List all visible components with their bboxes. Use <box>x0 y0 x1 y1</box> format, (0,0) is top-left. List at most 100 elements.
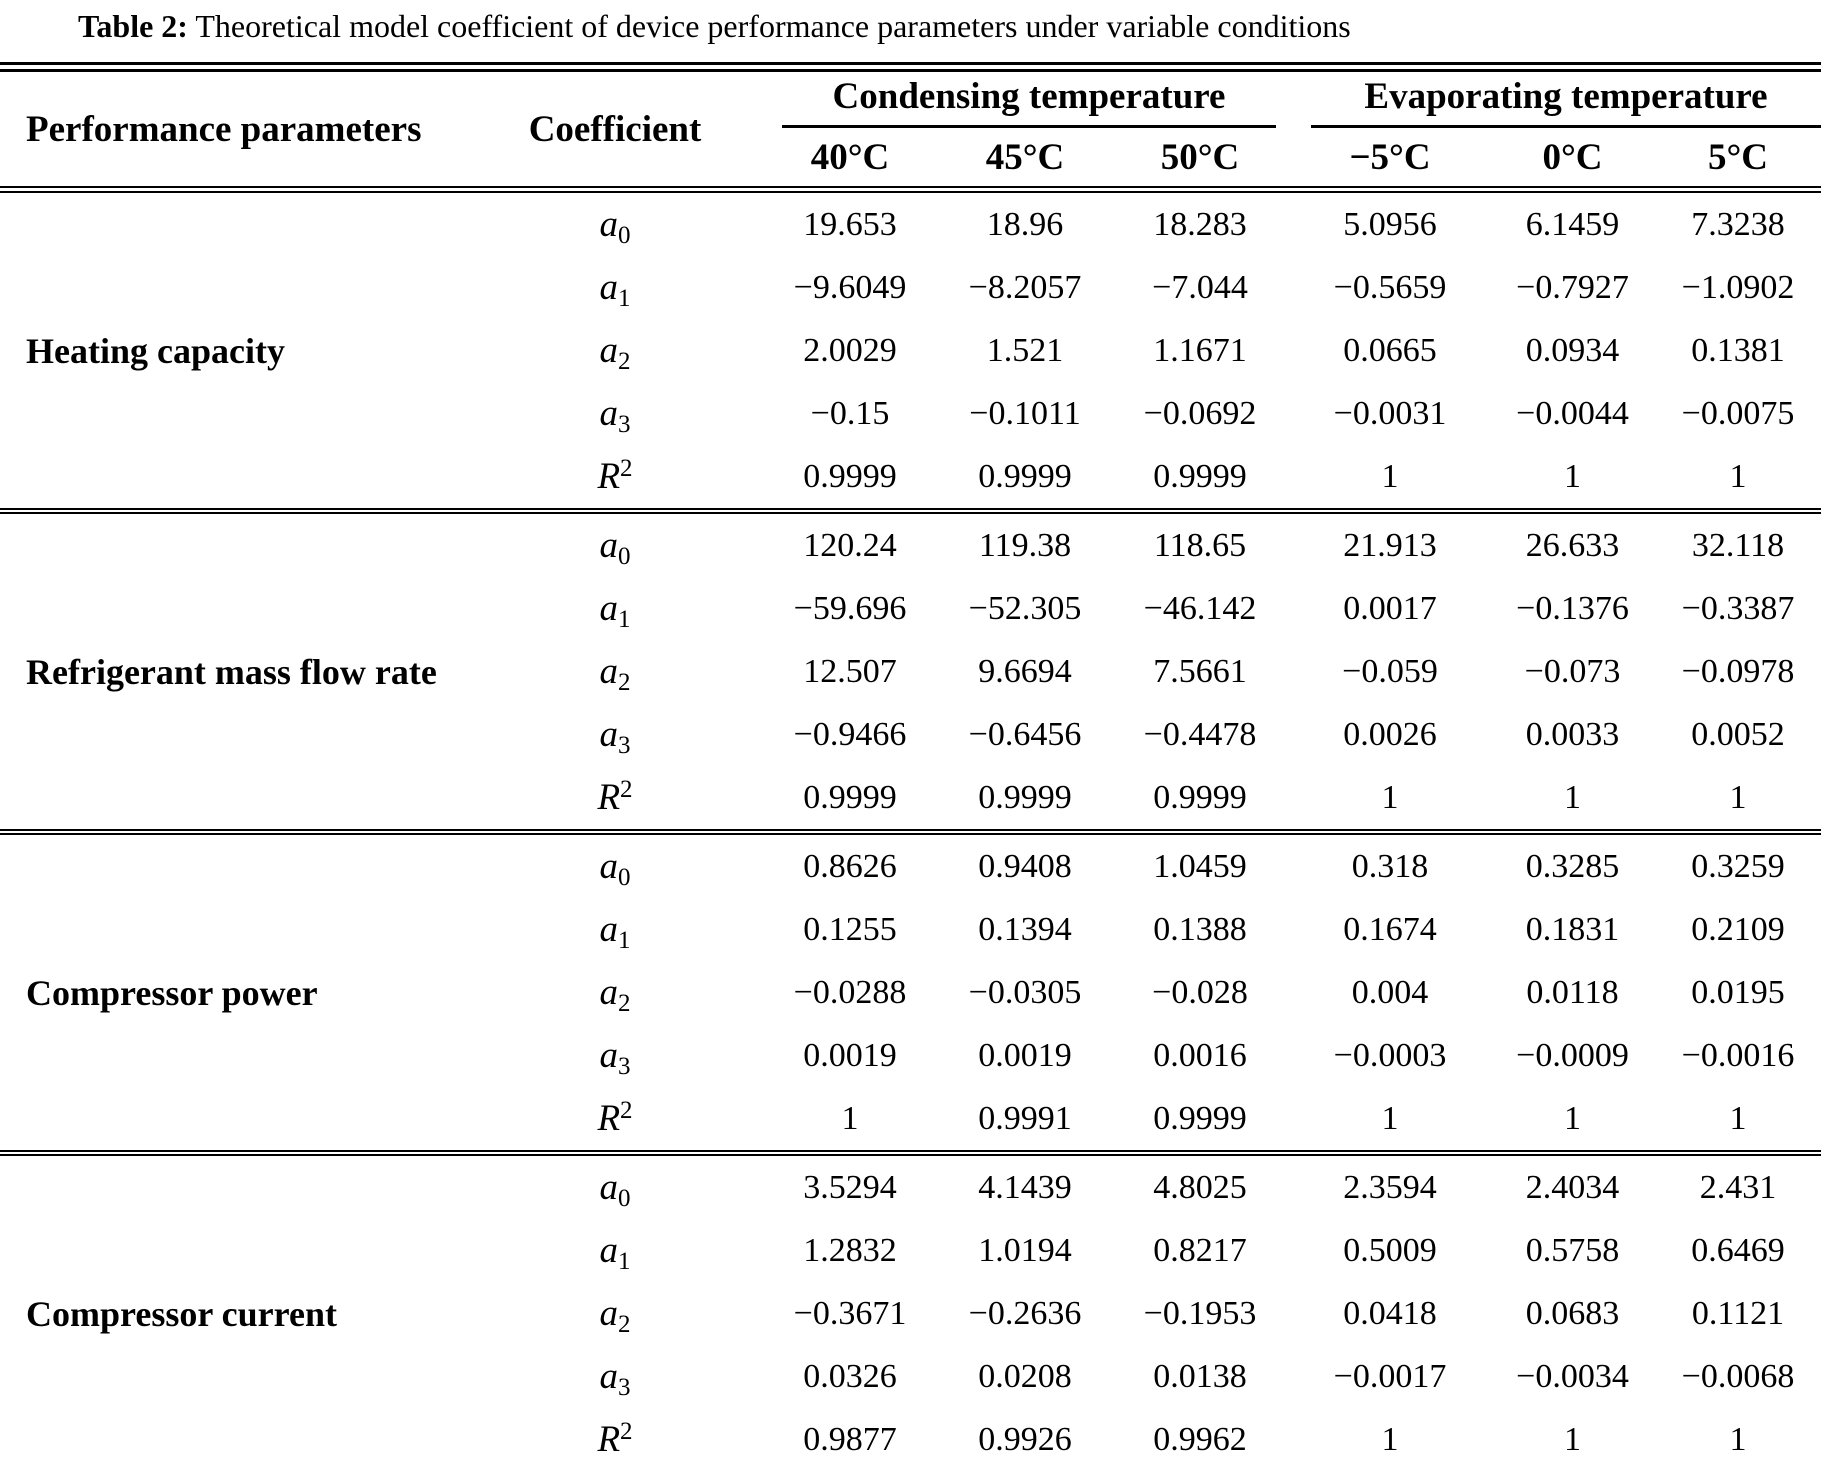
coefficient-cell: a2 <box>599 1293 631 1338</box>
value-cell: −0.0016 <box>1681 1036 1795 1074</box>
coefficient-cell: a0 <box>599 204 631 249</box>
value-cell: 18.283 <box>1153 205 1247 243</box>
coefficient-cell: a0 <box>599 846 631 891</box>
value-cell: 0.0016 <box>1153 1036 1247 1074</box>
col-group-condensing-temperature: Condensing temperature <box>760 67 1290 128</box>
value-cell: −8.2057 <box>968 268 1082 306</box>
parameter-name-cell: Compressor current <box>26 1293 337 1334</box>
col-group-evaporating-temperature: Evaporating temperature <box>1290 67 1821 128</box>
value-cell: 0.9999 <box>978 457 1072 495</box>
value-cell: 0.1121 <box>1691 1294 1785 1332</box>
value-cell: 1 <box>1564 778 1581 816</box>
value-cell: 0.0017 <box>1343 589 1437 627</box>
value-cell: 0.0195 <box>1691 973 1785 1011</box>
value-cell: −0.0305 <box>968 973 1082 1011</box>
value-cell: 0.9877 <box>803 1420 897 1458</box>
col-header-coefficient: Coefficient <box>528 108 702 150</box>
value-cell: −0.7927 <box>1516 268 1629 306</box>
value-cell: −0.0009 <box>1516 1036 1629 1074</box>
table-row: a1 −59.696 −52.305 −46.142 0.0017 −0.137… <box>0 577 1821 640</box>
coefficient-cell: a1 <box>599 267 631 312</box>
value-cell: 0.9408 <box>978 847 1072 885</box>
value-cell: −9.6049 <box>793 268 907 306</box>
value-cell: 21.913 <box>1343 526 1437 564</box>
value-cell: 0.2109 <box>1691 910 1785 948</box>
table-row: a2 −0.3671 −0.2636 −0.1953 0.0418 0.0683… <box>0 1282 1821 1345</box>
table-row: R2 0.9877 0.9926 0.9962 1 1 1 <box>0 1408 1821 1470</box>
value-cell: −0.5659 <box>1333 268 1447 306</box>
coefficient-cell: a0 <box>599 1167 631 1212</box>
value-cell: 0.0019 <box>803 1036 897 1074</box>
table-row: R2 0.9999 0.9999 0.9999 1 1 1 <box>0 766 1821 832</box>
coefficient-cell: a3 <box>599 714 631 759</box>
value-cell: −59.696 <box>793 589 907 627</box>
table-row: a1 0.1255 0.1394 0.1388 0.1674 0.1831 0.… <box>0 898 1821 961</box>
value-cell: 0.1674 <box>1343 910 1437 948</box>
coefficient-cell: a2 <box>599 651 631 696</box>
value-cell: −0.0034 <box>1516 1357 1629 1395</box>
condensing-temperature-label: Condensing temperature <box>782 75 1276 128</box>
value-cell: 1 <box>1729 778 1747 816</box>
value-cell: −7.044 <box>1152 268 1248 306</box>
table-section: Heating capacity a0 19.653 18.96 18.283 … <box>0 190 1821 511</box>
value-cell: 119.38 <box>978 526 1072 564</box>
value-cell: 0.8217 <box>1153 1231 1247 1269</box>
table-row: a2 12.507 9.6694 7.5661 −0.059 −0.073 −0… <box>0 640 1821 703</box>
value-cell: 0.0665 <box>1343 331 1437 369</box>
col-header-5c: 5°C <box>1707 136 1769 178</box>
value-cell: 118.65 <box>1153 526 1247 564</box>
value-cell: 0.0418 <box>1343 1294 1437 1332</box>
value-cell: −0.0075 <box>1681 394 1795 432</box>
value-cell: 0.0326 <box>803 1357 897 1395</box>
value-cell: 0.9962 <box>1153 1420 1247 1458</box>
value-cell: 0.9991 <box>978 1099 1072 1137</box>
coefficient-cell: a2 <box>599 972 631 1017</box>
value-cell: 3.5294 <box>803 1168 897 1206</box>
table-row: a3 0.0019 0.0019 0.0016 −0.0003 −0.0009 … <box>0 1024 1821 1087</box>
coefficient-cell: R2 <box>597 776 633 818</box>
value-cell: 0.3259 <box>1691 847 1785 885</box>
value-cell: 0.5758 <box>1525 1231 1620 1269</box>
value-cell: 0.9999 <box>1153 1099 1247 1137</box>
value-cell: 0.9999 <box>1153 457 1247 495</box>
value-cell: −0.0044 <box>1516 394 1629 432</box>
value-cell: 0.0019 <box>978 1036 1072 1074</box>
value-cell: 2.431 <box>1699 1168 1777 1206</box>
value-cell: 1 <box>1564 457 1581 495</box>
coefficient-cell: a2 <box>599 330 631 375</box>
table-section: Refrigerant mass flow rate a0 120.24 119… <box>0 511 1821 832</box>
evaporating-temperature-label: Evaporating temperature <box>1311 75 1821 128</box>
table-row: a2 2.0029 1.521 1.1671 0.0665 0.0934 0.1… <box>0 319 1821 382</box>
value-cell: −0.0692 <box>1143 394 1257 432</box>
value-cell: 0.0033 <box>1525 715 1620 753</box>
value-cell: 0.0208 <box>978 1357 1072 1395</box>
value-cell: 0.8626 <box>803 847 897 885</box>
group-header-row: Performance parameters Coefficient Conde… <box>0 67 1821 150</box>
value-cell: 1 <box>1381 1420 1399 1458</box>
table-row: a3 −0.15 −0.1011 −0.0692 −0.0031 −0.0044… <box>0 382 1821 445</box>
coefficient-cell: a3 <box>599 393 631 438</box>
table-row: R2 1 0.9991 0.9999 1 1 1 <box>0 1087 1821 1153</box>
value-cell: 1 <box>841 1099 859 1137</box>
value-cell: 5.0956 <box>1343 205 1437 243</box>
value-cell: 1 <box>1564 1099 1581 1137</box>
value-cell: 9.6694 <box>978 652 1072 690</box>
value-cell: 0.1394 <box>978 910 1072 948</box>
value-cell: −0.1376 <box>1516 589 1629 627</box>
table-row: a2 −0.0288 −0.0305 −0.028 0.004 0.0118 0… <box>0 961 1821 1024</box>
table-row: a3 0.0326 0.0208 0.0138 −0.0017 −0.0034 … <box>0 1345 1821 1408</box>
value-cell: 4.8025 <box>1153 1168 1247 1206</box>
table-row: a1 −9.6049 −8.2057 −7.044 −0.5659 −0.792… <box>0 256 1821 319</box>
value-cell: 0.3285 <box>1525 847 1620 885</box>
coefficient-cell: R2 <box>597 1097 633 1139</box>
col-header-performance-parameters: Performance parameters <box>26 108 422 150</box>
value-cell: −0.1011 <box>969 394 1081 432</box>
value-cell: 0.9999 <box>803 457 897 495</box>
value-cell: 1.0459 <box>1153 847 1247 885</box>
value-cell: 19.653 <box>803 205 897 243</box>
value-cell: 0.0683 <box>1525 1294 1620 1332</box>
coefficient-cell: a1 <box>599 1230 631 1275</box>
temperature-header-row: 40°C 45°C 50°C −5°C 0°C 5°C <box>0 128 1821 190</box>
value-cell: −0.0031 <box>1333 394 1447 432</box>
